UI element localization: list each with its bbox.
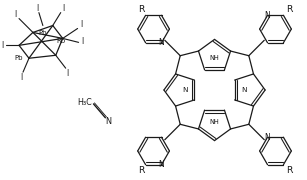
Text: N: N [265,133,270,142]
Text: N: N [159,38,164,47]
Text: N: N [105,117,111,126]
Text: N: N [182,87,188,93]
Text: Pb: Pb [39,30,47,36]
Text: I: I [36,4,38,13]
Text: I: I [1,41,3,50]
Text: I: I [20,73,22,82]
Text: NH: NH [210,119,220,125]
Text: H₃C: H₃C [78,98,92,107]
Text: I: I [81,37,84,46]
Text: Pb: Pb [15,55,23,61]
Text: N: N [265,11,270,20]
Text: NH: NH [210,55,220,61]
Text: R: R [286,5,293,14]
Text: N: N [242,87,247,93]
Text: I: I [14,10,16,19]
Text: I: I [63,4,65,13]
Text: R: R [138,5,145,14]
Text: I: I [67,69,69,78]
Text: R: R [138,166,145,175]
Text: I: I [80,20,83,29]
Text: Rb: Rb [56,38,65,44]
Text: R: R [286,166,293,175]
Text: N: N [159,160,164,169]
